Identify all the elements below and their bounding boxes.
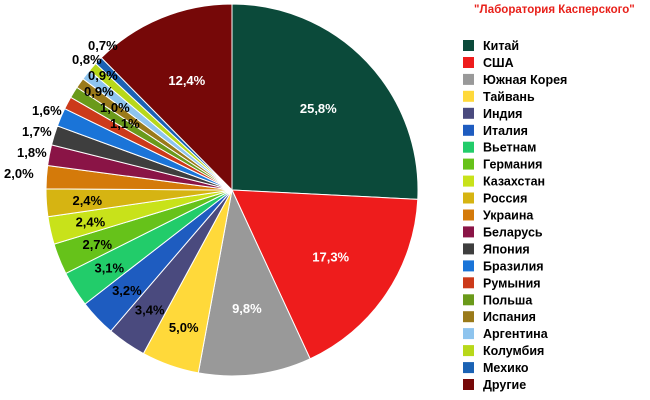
legend-swatch-4 xyxy=(463,90,474,102)
data-label-17: 0,9% xyxy=(84,84,114,99)
data-label-13: 1,7% xyxy=(22,124,52,139)
chart-legend: Китай США Южная Корея Тайвань Индия Италия Вье… xyxy=(463,39,567,392)
slice-2 xyxy=(231,189,419,360)
data-label-5: 3,4% xyxy=(135,303,165,318)
legend-swatch-2 xyxy=(463,57,474,68)
data-label-11: 2,0% xyxy=(4,166,34,181)
data-label-12: 1,8% xyxy=(17,145,47,160)
slice-1 xyxy=(231,3,419,200)
legend-swatch-13 xyxy=(463,243,474,255)
legend-label-3: Южная Корея xyxy=(483,73,567,87)
legend-swatch-15 xyxy=(463,277,474,289)
slice-21 xyxy=(100,3,233,192)
legend-swatch-3 xyxy=(463,73,474,85)
legend-swatch-18 xyxy=(463,328,474,340)
legend-label-14: Бразилия xyxy=(483,259,544,273)
legend-swatch-20 xyxy=(463,362,474,374)
legend-swatch-21 xyxy=(463,379,474,390)
data-label-2: 17,3% xyxy=(312,250,349,265)
legend-label-20: Мехико xyxy=(483,361,529,375)
data-label-20: 0,7% xyxy=(88,38,118,53)
data-label-8: 2,7% xyxy=(82,237,112,252)
legend-label-4: Тайвань xyxy=(483,90,535,104)
data-label-16: 1,0% xyxy=(100,100,130,115)
legend-label-18: Аргентина xyxy=(483,327,549,341)
data-label-7: 3,1% xyxy=(94,260,124,275)
legend-label-11: Украина xyxy=(483,209,534,223)
legend-label-17: Испания xyxy=(483,310,536,324)
data-label-14: 1,6% xyxy=(32,103,62,118)
legend-label-19: Колумбия xyxy=(483,344,544,358)
data-label-6: 3,2% xyxy=(112,283,142,298)
legend-swatch-5 xyxy=(463,107,474,119)
data-label-18: 0,9% xyxy=(88,68,118,83)
data-label-15: 1,1% xyxy=(110,116,140,131)
data-label-1: 25,8% xyxy=(300,101,337,116)
data-label-19: 0,8% xyxy=(72,52,102,67)
legend-label-16: Польша xyxy=(483,293,533,307)
data-label-3: 9,8% xyxy=(232,301,262,316)
legend-swatch-11 xyxy=(463,209,474,221)
legend-swatch-17 xyxy=(463,311,474,323)
data-label-9: 2,4% xyxy=(76,215,106,230)
legend-label-5: Индия xyxy=(483,107,522,121)
legend-label-21: Другие xyxy=(483,378,526,392)
legend-label-6: Италия xyxy=(483,124,528,138)
legend-swatch-6 xyxy=(463,124,474,136)
chart-credit: "Лаборатория Касперского" xyxy=(474,4,635,16)
legend-label-2: США xyxy=(483,56,514,70)
legend-swatch-16 xyxy=(463,294,474,306)
legend-swatch-14 xyxy=(463,260,474,272)
legend-swatch-9 xyxy=(463,175,474,187)
legend-label-1: Китай xyxy=(483,39,519,53)
legend-swatch-19 xyxy=(463,345,474,357)
slice-3 xyxy=(197,188,311,377)
legend-label-9: Казахстан xyxy=(483,175,545,189)
data-label-21: 12,4% xyxy=(168,73,205,88)
legend-swatch-1 xyxy=(463,40,474,51)
data-label-4: 5,0% xyxy=(169,320,199,335)
legend-swatch-10 xyxy=(463,192,474,204)
legend-label-13: Япония xyxy=(483,242,530,256)
legend-label-15: Румыния xyxy=(483,276,541,290)
legend-swatch-7 xyxy=(463,141,474,153)
pie-slices xyxy=(45,3,419,377)
legend-swatch-8 xyxy=(463,158,474,170)
legend-label-8: Германия xyxy=(483,158,542,172)
legend-swatch-12 xyxy=(463,226,474,238)
data-label-10: 2,4% xyxy=(72,193,102,208)
legend-label-12: Беларусь xyxy=(483,225,543,239)
legend-label-7: Вьетнам xyxy=(483,141,536,155)
legend-label-10: Россия xyxy=(483,192,527,206)
pie-data-labels: 25,8% 17,3% 9,8% 5,0% 3,4% 3,2% 3,1% 2,7% 2,4% 2,… xyxy=(4,38,350,335)
